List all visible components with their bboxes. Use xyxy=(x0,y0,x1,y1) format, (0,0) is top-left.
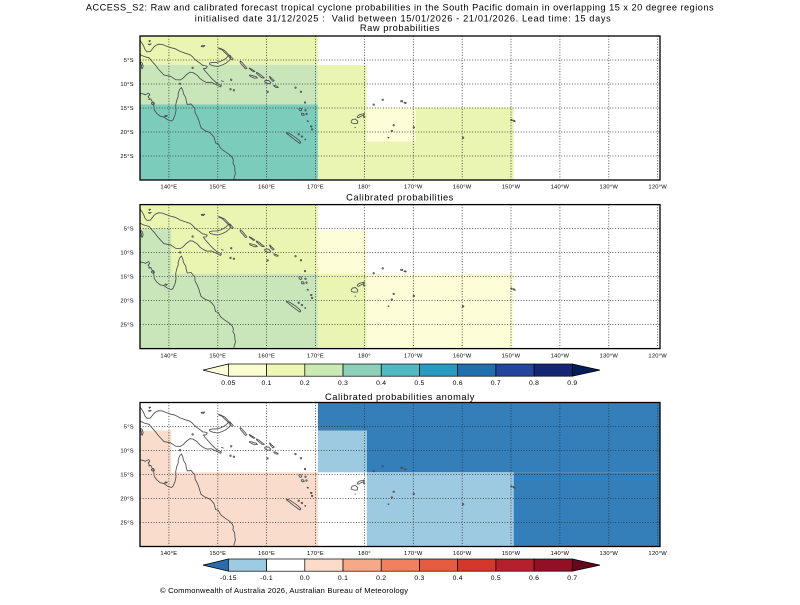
svg-text:150°W: 150°W xyxy=(502,353,521,359)
svg-text:15°S: 15°S xyxy=(120,472,133,478)
svg-text:5°S: 5°S xyxy=(124,424,134,430)
svg-text:160°E: 160°E xyxy=(258,353,275,359)
svg-text:150°W: 150°W xyxy=(502,185,521,191)
svg-text:0.4: 0.4 xyxy=(453,575,463,582)
svg-text:160°E: 160°E xyxy=(258,185,275,191)
svg-text:0.6: 0.6 xyxy=(453,380,463,387)
svg-text:120°W: 120°W xyxy=(648,185,667,191)
svg-text:160°W: 160°W xyxy=(453,353,472,359)
svg-text:0.6: 0.6 xyxy=(529,575,539,582)
svg-text:160°W: 160°W xyxy=(453,185,472,191)
svg-text:130°W: 130°W xyxy=(600,353,619,359)
svg-text:0.4: 0.4 xyxy=(376,380,386,387)
svg-text:© Commonwealth of Australia 20: © Commonwealth of Australia 2026, Austra… xyxy=(160,586,408,595)
svg-text:5°S: 5°S xyxy=(124,226,134,232)
svg-text:0.8: 0.8 xyxy=(529,380,539,387)
svg-text:-0.1: -0.1 xyxy=(260,575,273,582)
svg-text:-0.15: -0.15 xyxy=(220,575,237,582)
svg-text:170°E: 170°E xyxy=(307,551,324,557)
svg-text:0.0: 0.0 xyxy=(300,575,310,582)
svg-text:140°E: 140°E xyxy=(160,353,177,359)
svg-text:160°W: 160°W xyxy=(453,551,472,557)
svg-text:0.2: 0.2 xyxy=(300,380,310,387)
svg-text:140°W: 140°W xyxy=(551,353,570,359)
svg-text:0.9: 0.9 xyxy=(567,380,577,387)
svg-text:25°S: 25°S xyxy=(120,520,133,526)
svg-text:170°W: 170°W xyxy=(404,185,423,191)
svg-text:0.3: 0.3 xyxy=(338,380,348,387)
svg-text:170°E: 170°E xyxy=(307,353,324,359)
svg-text:0.1: 0.1 xyxy=(338,575,348,582)
svg-text:Calibrated probabilities: Calibrated probabilities xyxy=(346,193,454,203)
svg-text:0.05: 0.05 xyxy=(221,380,235,387)
svg-text:170°W: 170°W xyxy=(404,353,423,359)
svg-text:170°E: 170°E xyxy=(307,185,324,191)
svg-text:150°E: 150°E xyxy=(209,353,226,359)
svg-text:140°E: 140°E xyxy=(160,185,177,191)
svg-text:15°S: 15°S xyxy=(120,274,133,280)
svg-text:130°W: 130°W xyxy=(600,551,619,557)
svg-text:150°E: 150°E xyxy=(209,185,226,191)
svg-text:25°S: 25°S xyxy=(120,322,133,328)
svg-text:25°S: 25°S xyxy=(120,154,133,160)
svg-text:ACCESS_S2: Raw and calibrated: ACCESS_S2: Raw and calibrated forecast t… xyxy=(86,2,714,12)
svg-text:Raw probabilities: Raw probabilities xyxy=(360,23,440,33)
svg-text:20°S: 20°S xyxy=(120,130,133,136)
svg-text:initialised date 31/12/2025 :: initialised date 31/12/2025 : Valid betw… xyxy=(195,13,612,23)
svg-text:0.5: 0.5 xyxy=(491,575,501,582)
svg-text:0.1: 0.1 xyxy=(262,380,272,387)
svg-text:170°W: 170°W xyxy=(404,551,423,557)
svg-text:20°S: 20°S xyxy=(120,496,133,502)
svg-text:160°E: 160°E xyxy=(258,551,275,557)
svg-text:150°W: 150°W xyxy=(502,551,521,557)
svg-text:0.7: 0.7 xyxy=(567,575,577,582)
svg-text:5°S: 5°S xyxy=(124,58,134,64)
svg-text:150°E: 150°E xyxy=(209,551,226,557)
svg-text:10°S: 10°S xyxy=(120,250,133,256)
svg-text:180°: 180° xyxy=(358,185,371,191)
svg-text:20°S: 20°S xyxy=(120,298,133,304)
svg-text:140°W: 140°W xyxy=(551,185,570,191)
svg-text:0.5: 0.5 xyxy=(414,380,424,387)
svg-text:10°S: 10°S xyxy=(120,82,133,88)
svg-text:10°S: 10°S xyxy=(120,448,133,454)
svg-text:15°S: 15°S xyxy=(120,106,133,112)
svg-text:120°W: 120°W xyxy=(648,353,667,359)
svg-text:180°: 180° xyxy=(358,551,371,557)
svg-text:0.3: 0.3 xyxy=(414,575,424,582)
svg-text:120°W: 120°W xyxy=(648,551,667,557)
svg-text:140°W: 140°W xyxy=(551,551,570,557)
svg-text:140°E: 140°E xyxy=(160,551,177,557)
svg-text:Calibrated probabilities anoma: Calibrated probabilities anomaly xyxy=(325,392,475,402)
svg-text:0.2: 0.2 xyxy=(376,575,386,582)
svg-text:180°: 180° xyxy=(358,353,371,359)
svg-text:0.7: 0.7 xyxy=(491,380,501,387)
svg-text:130°W: 130°W xyxy=(600,185,619,191)
